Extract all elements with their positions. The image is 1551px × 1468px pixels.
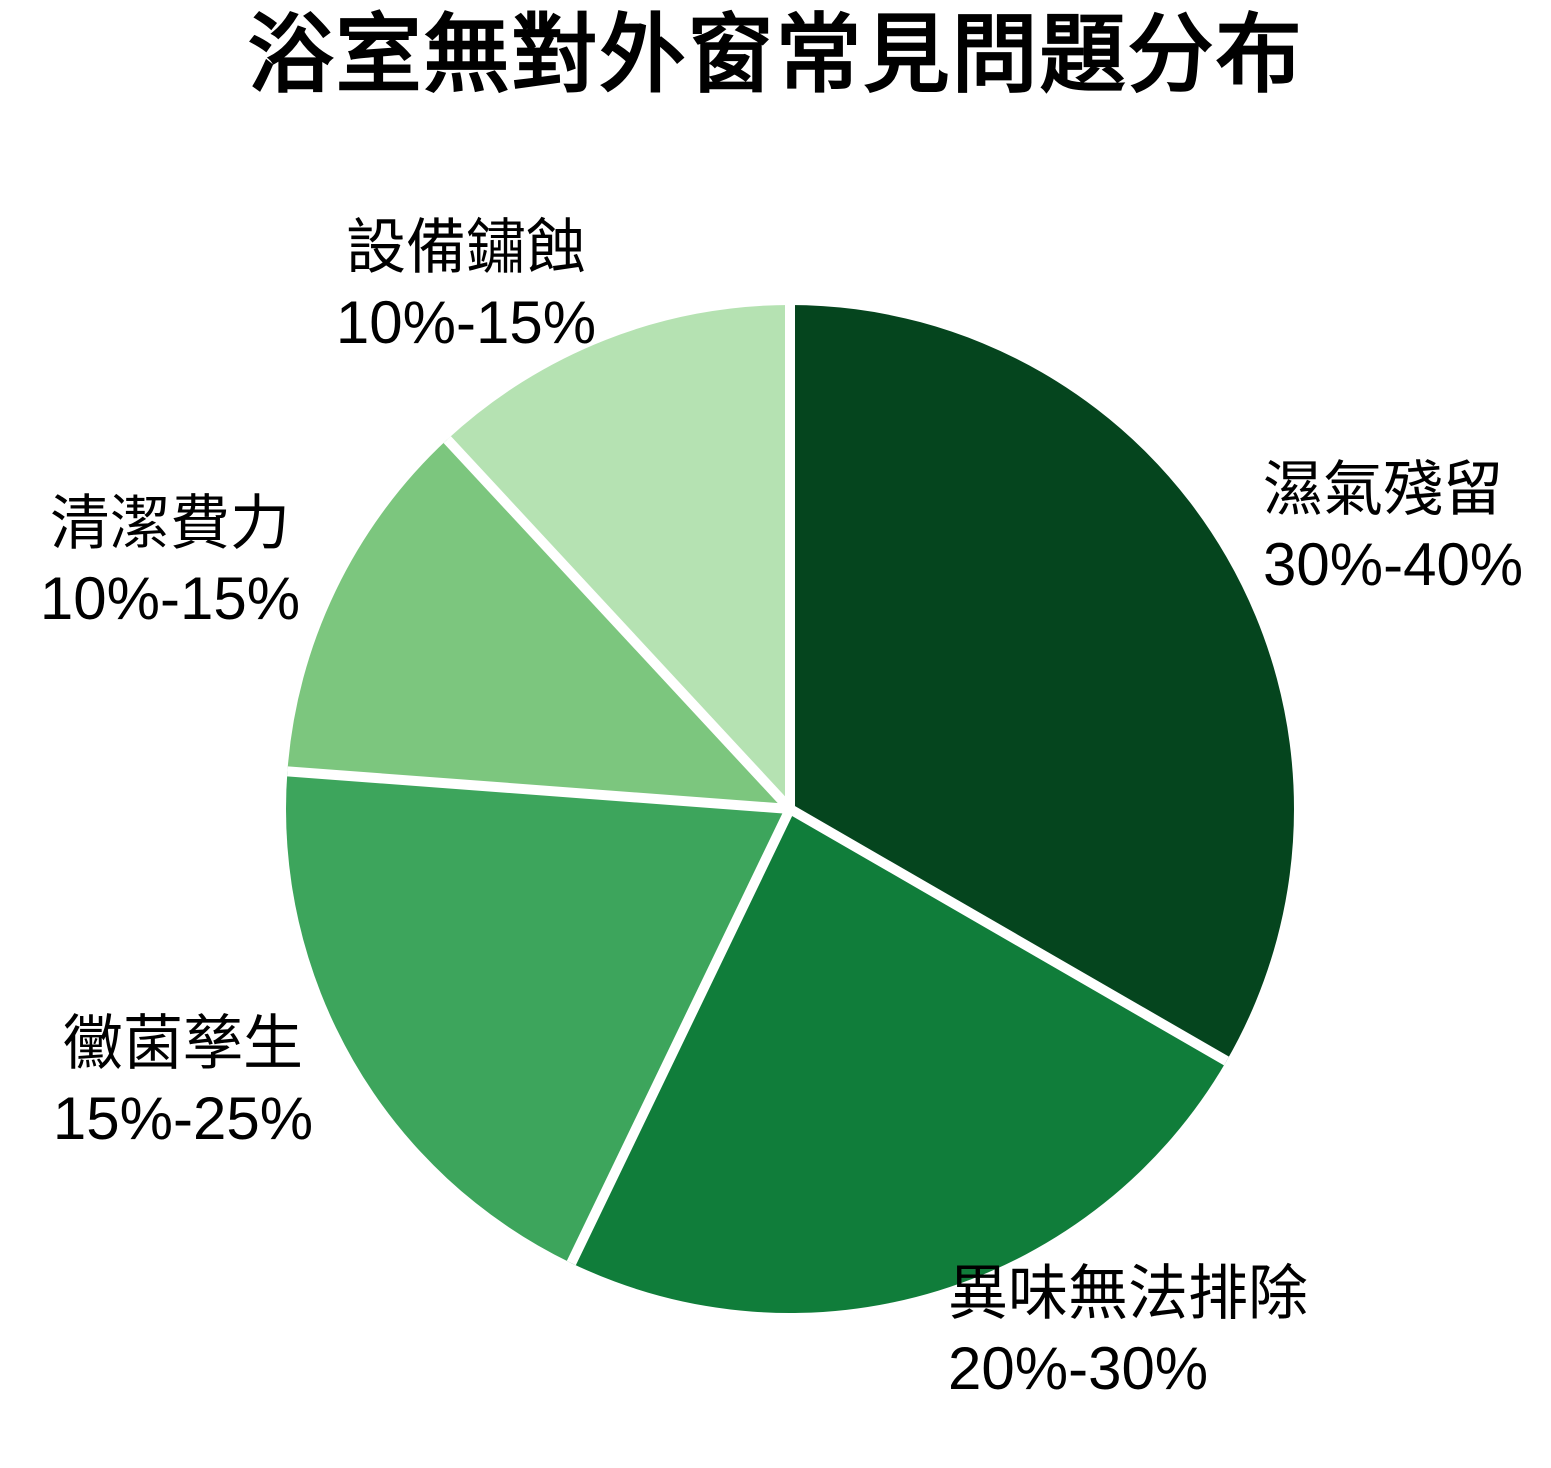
slice-label-rust: 設備鏽蝕 10%-15% bbox=[336, 210, 596, 360]
slice-label-value: 10%-15% bbox=[335, 289, 597, 356]
slice-label-cleaning: 清潔費力 10%-15% bbox=[40, 486, 300, 636]
slice-label-name: 濕氣殘留 bbox=[1263, 456, 1503, 523]
pie-slice-1 bbox=[571, 809, 1227, 1314]
pie-slice-separator-1 bbox=[787, 804, 1229, 1066]
slice-label-name: 異味無法排除 bbox=[948, 1260, 1308, 1327]
slice-label-value: 15%-25% bbox=[52, 1085, 314, 1152]
slice-label-humidity: 濕氣殘留 30%-40% bbox=[1263, 452, 1523, 602]
pie-slice-separator-2 bbox=[566, 806, 795, 1266]
slice-label-value: 30%-40% bbox=[1263, 531, 1524, 598]
slice-label-name: 清潔費力 bbox=[50, 490, 290, 557]
slice-label-odor: 異味無法排除 20%-30% bbox=[948, 1256, 1308, 1406]
pie-slice-separator-4 bbox=[443, 436, 794, 813]
pie-slice-2 bbox=[286, 771, 790, 1264]
pie-slice-3 bbox=[287, 439, 790, 809]
slice-label-name: 黴菌孳生 bbox=[63, 1010, 303, 1077]
slice-label-name: 設備鏽蝕 bbox=[346, 214, 586, 281]
slice-label-value: 10%-15% bbox=[39, 565, 301, 632]
slice-label-mold: 黴菌孳生 15%-25% bbox=[53, 1006, 313, 1156]
chart-title: 浴室無對外窗常見問題分布 bbox=[247, 7, 1304, 103]
pie-slice-separator-3 bbox=[287, 766, 791, 814]
slice-label-value: 20%-30% bbox=[948, 1335, 1209, 1402]
pie-slice-0 bbox=[790, 305, 1295, 1061]
pie-slice-4 bbox=[447, 305, 790, 809]
